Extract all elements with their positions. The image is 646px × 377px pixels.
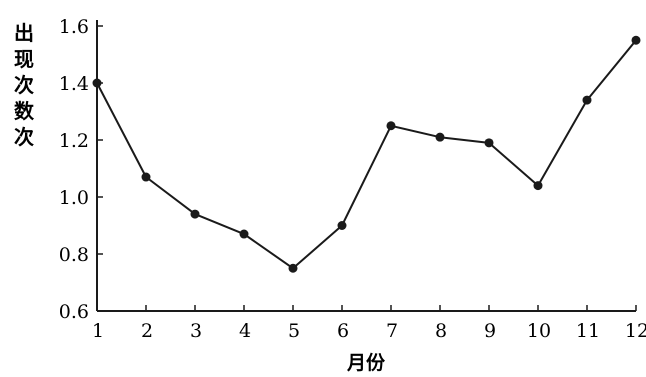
y-axis-label-char: 出 bbox=[14, 21, 34, 45]
x-tick-label: 7 bbox=[386, 320, 398, 342]
x-axis-label: 月份 bbox=[346, 351, 386, 374]
y-axis-label-char: 现 bbox=[14, 47, 34, 71]
x-axis-ticks: 1 2 3 4 5 6 7 8 9 10 11 12 bbox=[92, 305, 646, 342]
data-point bbox=[92, 78, 102, 88]
y-tick-label: 1.6 bbox=[59, 16, 89, 38]
data-point bbox=[484, 138, 494, 148]
y-tick-label: 0.6 bbox=[59, 301, 89, 323]
data-points bbox=[92, 35, 641, 273]
x-tick-label: 8 bbox=[435, 320, 447, 342]
x-tick-label: 11 bbox=[576, 320, 600, 342]
series-line-group bbox=[96, 39, 637, 270]
data-point bbox=[533, 181, 543, 191]
x-tick-label: 12 bbox=[625, 320, 646, 342]
x-tick-label: 4 bbox=[239, 320, 251, 342]
data-point bbox=[288, 263, 298, 273]
y-axis-ticks: 0.6 0.8 1.0 1.2 1.4 1.6 bbox=[59, 16, 103, 323]
x-tick-label: 2 bbox=[141, 320, 153, 342]
y-tick-label: 1.0 bbox=[59, 187, 89, 209]
data-point bbox=[631, 35, 641, 45]
y-tick-label: 1.2 bbox=[59, 130, 89, 152]
data-point bbox=[141, 172, 151, 182]
x-tick-label: 3 bbox=[190, 320, 202, 342]
x-tick-label: 10 bbox=[527, 320, 551, 342]
y-tick-label: 0.8 bbox=[59, 244, 89, 266]
y-axis-label-char: 次 bbox=[14, 125, 34, 149]
x-tick-label: 5 bbox=[288, 320, 300, 342]
x-tick-label: 6 bbox=[337, 320, 349, 342]
series-line bbox=[96, 39, 637, 270]
x-tick-label: 1 bbox=[92, 320, 104, 342]
x-tick-label: 9 bbox=[484, 320, 496, 342]
data-point bbox=[337, 221, 347, 230]
data-point bbox=[582, 95, 592, 105]
y-axis-label-char: 次 bbox=[14, 73, 34, 97]
axes bbox=[96, 20, 636, 312]
data-point bbox=[435, 132, 445, 142]
data-point bbox=[386, 121, 396, 131]
y-axis-label-char: 数 bbox=[14, 99, 35, 123]
y-tick-label: 1.4 bbox=[59, 73, 89, 95]
data-point bbox=[190, 209, 200, 219]
data-point bbox=[239, 229, 249, 239]
